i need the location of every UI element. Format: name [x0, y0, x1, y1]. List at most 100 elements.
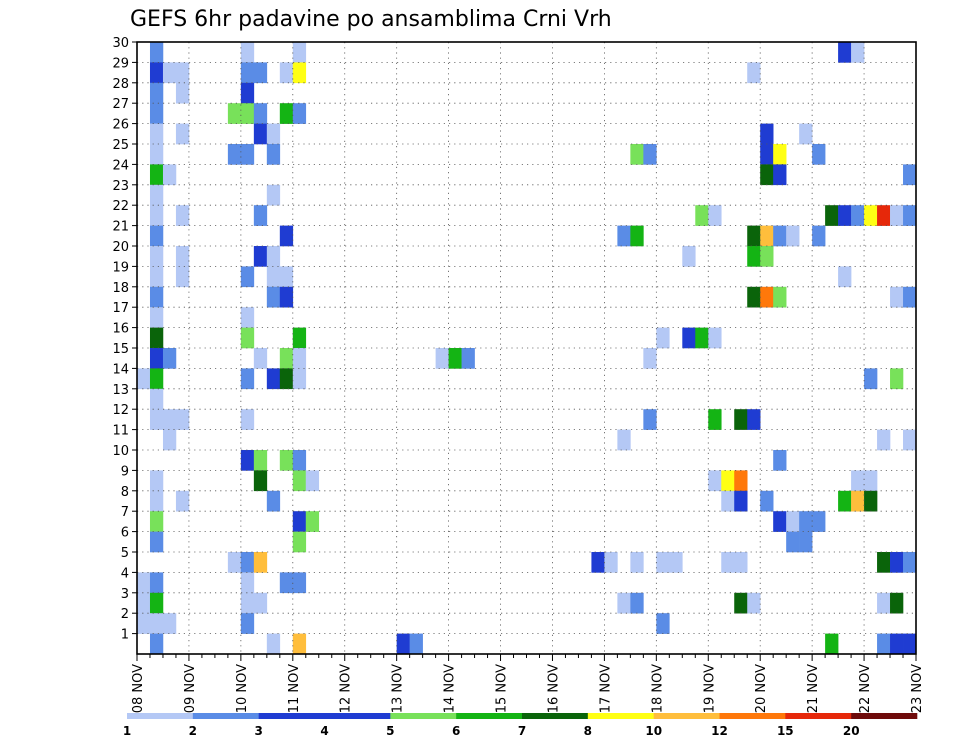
precip-cell	[760, 286, 774, 308]
precip-cell	[773, 286, 787, 308]
precip-cell	[240, 592, 255, 614]
precip-cell	[162, 409, 177, 430]
precip-cell	[851, 42, 865, 63]
legend-label: 2	[189, 724, 197, 738]
precip-cell	[760, 225, 774, 247]
precip-cell	[149, 62, 164, 84]
legend-label: 7	[518, 724, 526, 738]
precip-cell	[630, 144, 644, 165]
y-tick-label: 13	[112, 383, 129, 398]
precip-cell	[656, 552, 670, 573]
precip-cell	[279, 348, 294, 369]
precip-cell	[227, 103, 242, 124]
precip-cell	[617, 592, 631, 614]
precip-cell	[137, 592, 151, 614]
precip-cell	[175, 123, 190, 145]
y-tick-label: 23	[112, 179, 129, 194]
precip-cell	[292, 103, 307, 124]
precip-cell	[708, 470, 722, 492]
precip-cell	[786, 511, 800, 532]
precip-cell	[760, 144, 774, 165]
precip-cell	[292, 633, 307, 655]
precip-cell	[149, 531, 164, 553]
heatmap-cells	[137, 42, 917, 655]
y-tick-label: 4	[121, 566, 129, 581]
precip-cell	[292, 450, 307, 471]
legend-swatch	[258, 713, 325, 719]
precip-cell	[253, 103, 268, 124]
precip-cell	[747, 409, 761, 430]
precip-cell	[903, 286, 917, 308]
legend-swatch	[653, 713, 720, 719]
precip-cell	[137, 613, 151, 634]
legend-swatch	[192, 713, 259, 719]
precip-cell	[903, 633, 917, 655]
y-tick-label: 2	[121, 607, 129, 622]
precip-cell	[162, 613, 177, 634]
precip-cell	[175, 490, 190, 512]
y-tick-label: 8	[121, 485, 129, 500]
precip-cell	[890, 592, 904, 614]
x-tick-label: 12 NOV	[339, 664, 354, 713]
precip-cell	[721, 490, 735, 512]
grid-lines	[137, 42, 916, 654]
precip-cell	[877, 633, 891, 655]
precip-cell	[734, 552, 748, 573]
legend-label: 8	[584, 724, 592, 738]
precip-cell	[240, 62, 255, 84]
y-tick-label: 18	[112, 281, 129, 296]
precip-cell	[760, 164, 774, 186]
legend-swatch	[324, 713, 391, 719]
precip-cell	[240, 572, 255, 594]
precip-cell	[604, 552, 618, 573]
precip-cell	[721, 470, 735, 492]
precip-cell	[643, 348, 657, 369]
precip-cell	[149, 470, 164, 492]
precip-cell	[786, 531, 800, 553]
precip-cell	[266, 490, 281, 512]
precip-cell	[266, 266, 281, 288]
precip-cell	[890, 552, 904, 573]
precip-cell	[864, 490, 878, 512]
precip-cell	[812, 144, 826, 165]
legend-swatch	[719, 713, 786, 719]
precip-cell	[240, 307, 255, 328]
precip-cell	[643, 144, 657, 165]
precip-cell	[721, 552, 735, 573]
legend-label: 3	[255, 724, 263, 738]
y-axis-labels: 1234567891011121314151617181920212223242…	[112, 36, 129, 643]
precip-cell	[292, 531, 307, 553]
precip-cell	[734, 490, 748, 512]
y-tick-label: 12	[112, 403, 129, 418]
precip-cell	[162, 164, 177, 186]
y-tick-label: 17	[112, 301, 129, 316]
precip-cell	[617, 225, 631, 247]
precip-cell	[149, 409, 164, 430]
precip-cell	[799, 123, 813, 145]
precip-cell	[864, 470, 878, 492]
precip-cell	[149, 246, 164, 267]
precip-cell	[838, 42, 852, 63]
x-tick-label: 22 NOV	[858, 664, 873, 713]
x-tick-label: 14 NOV	[443, 664, 458, 713]
precip-cell	[747, 62, 761, 84]
precip-cell	[149, 572, 164, 594]
x-tick-label: 11 NOV	[287, 664, 302, 713]
precip-cell	[279, 572, 294, 594]
precip-cell	[773, 225, 787, 247]
precip-cell	[149, 348, 164, 369]
precip-cell	[773, 164, 787, 186]
legend-swatch	[127, 713, 194, 719]
precip-cell	[760, 123, 774, 145]
precip-cell	[149, 103, 164, 124]
y-tick-label: 25	[112, 138, 129, 153]
precip-cell	[708, 327, 722, 349]
precip-cell	[149, 123, 164, 145]
legend-label: 4	[320, 724, 328, 738]
precip-cell	[279, 62, 294, 84]
precip-cell	[864, 205, 878, 226]
precip-cell	[734, 470, 748, 492]
precip-cell	[669, 552, 683, 573]
precip-cell	[227, 144, 242, 165]
